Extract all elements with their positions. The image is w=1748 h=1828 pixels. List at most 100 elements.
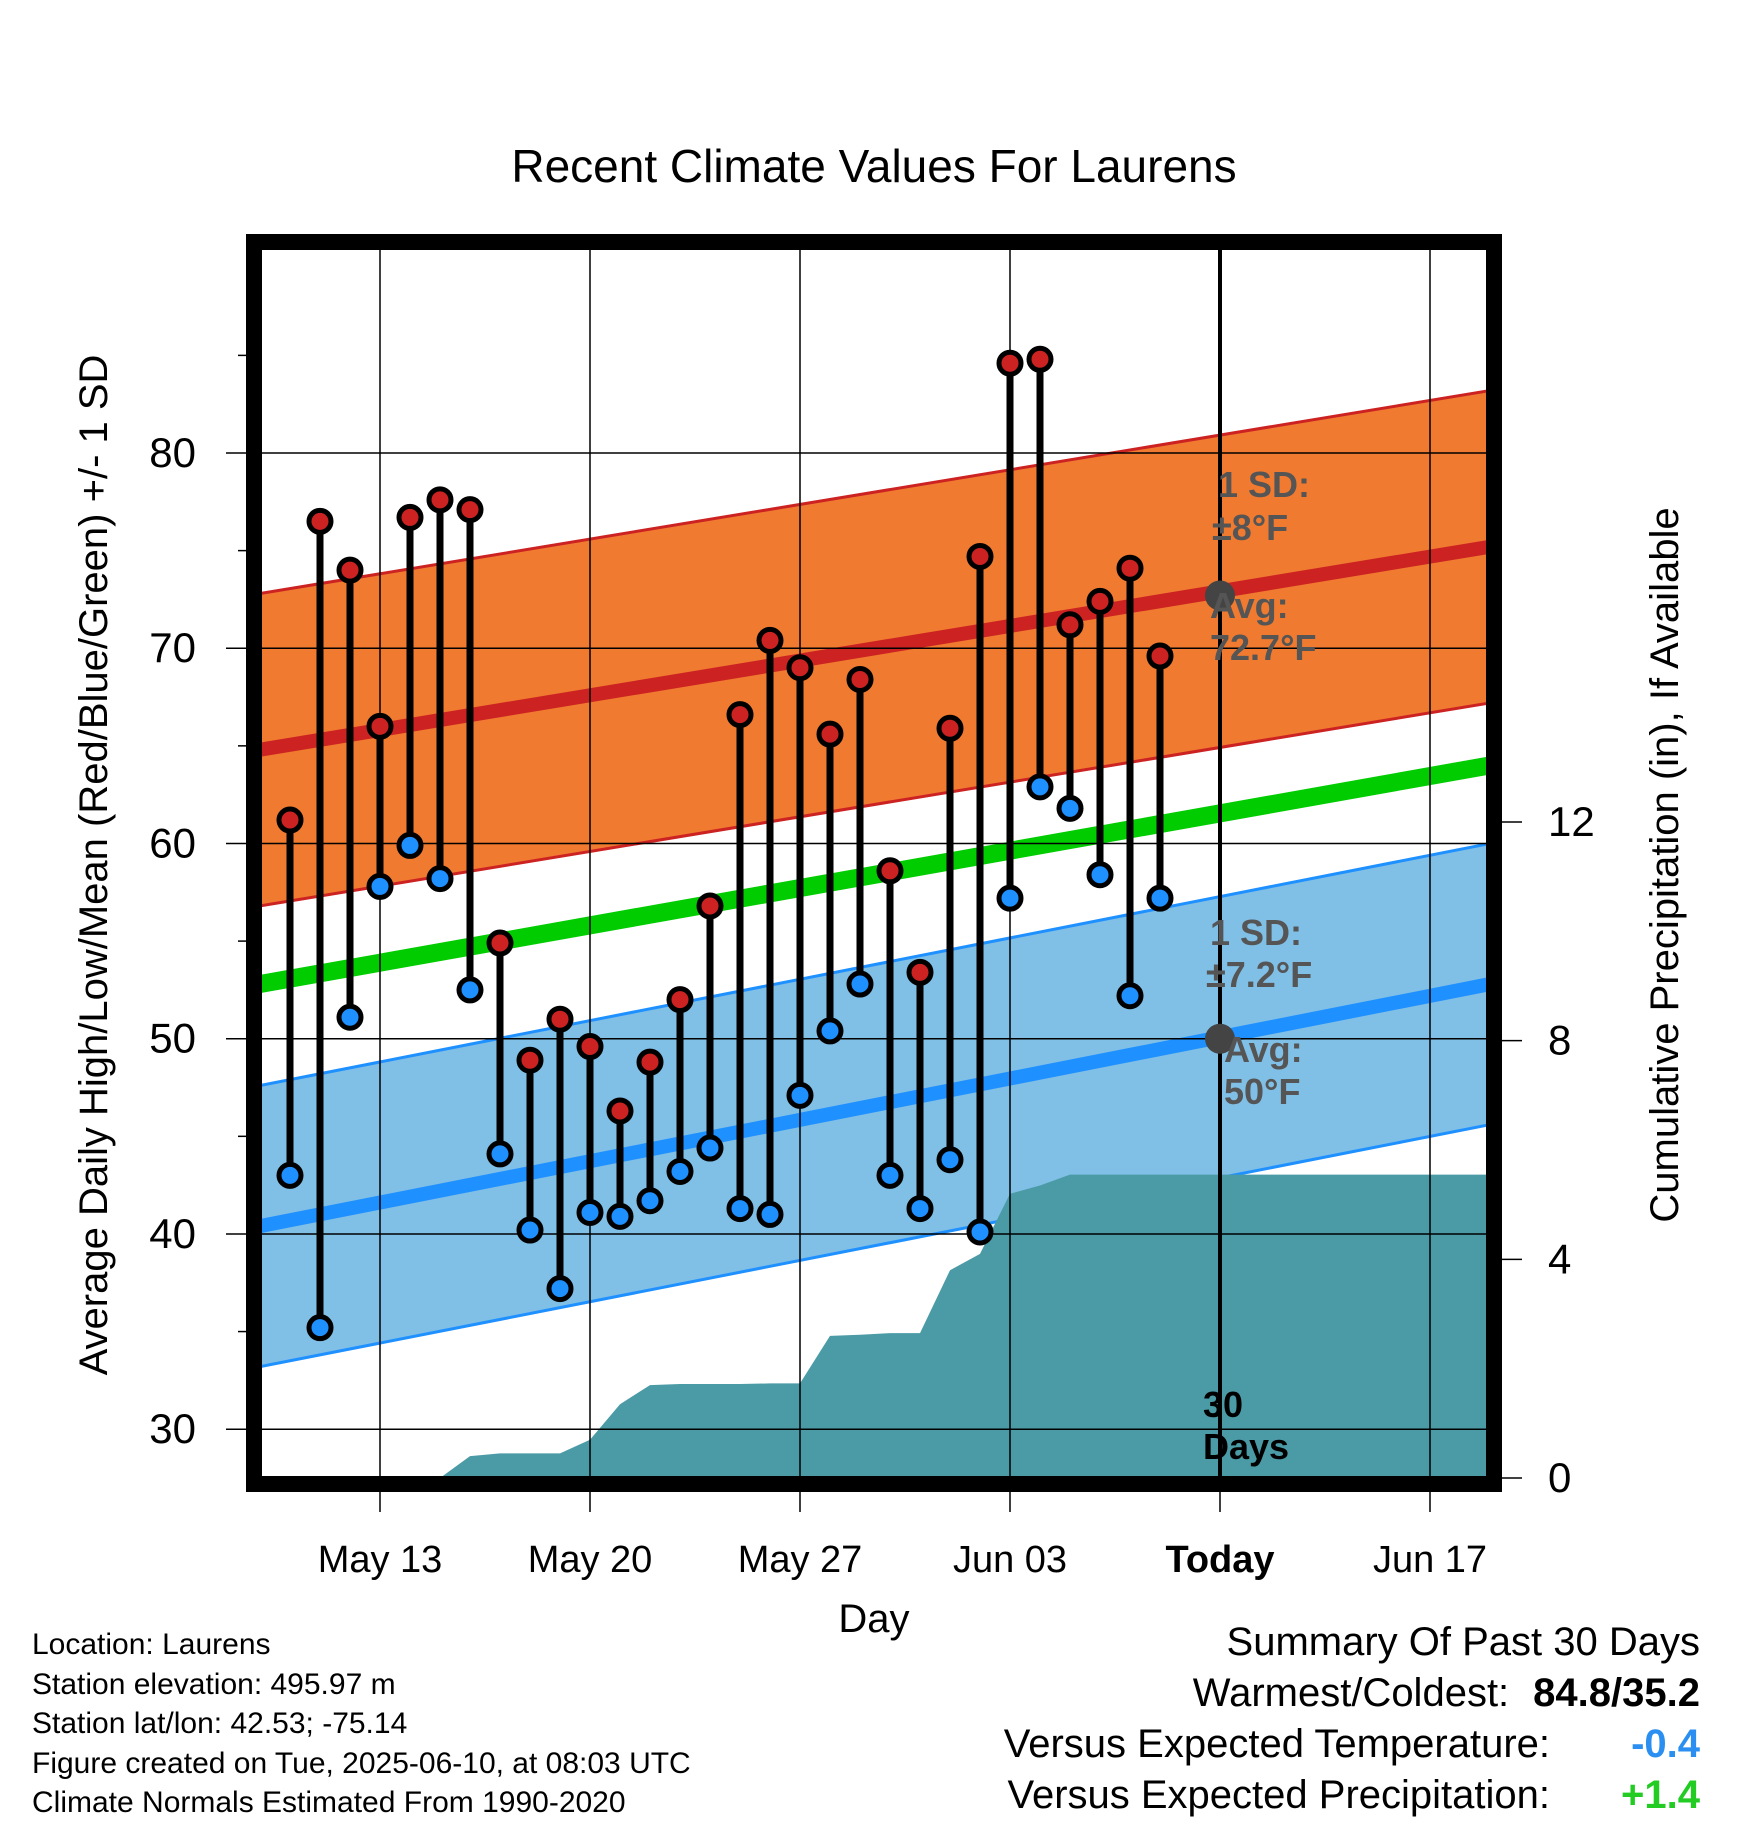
high-point-15: [726, 701, 754, 729]
warm-cold-label: Warmest/Coldest:: [1192, 1671, 1510, 1715]
high-point-27: [1086, 587, 1114, 615]
low-point-22: [936, 1146, 964, 1174]
high-sd-label: 1 SD:: [1218, 464, 1310, 505]
temp-label: Versus Expected Temperature:: [1003, 1722, 1550, 1766]
x-tick-label-5: Jun 17: [1373, 1539, 1487, 1581]
normal-low-band-lower: [260, 1123, 1488, 1369]
y-tick-label-30: 30: [149, 1405, 196, 1452]
x-tick-label-4: Today: [1165, 1539, 1274, 1581]
x-axis-label: Day: [838, 1597, 909, 1641]
low-point-11: [606, 1202, 634, 1230]
low-point-2: [336, 1003, 364, 1031]
high-point-22: [936, 714, 964, 742]
low-point-26: [1056, 794, 1084, 822]
created-text: Figure created on Tue, 2025-06-10, at 08…: [32, 1746, 691, 1780]
low-point-12: [636, 1187, 664, 1215]
chart-title: Recent Climate Values For Laurens: [511, 140, 1236, 192]
plot-frame: [246, 234, 1502, 1492]
y2-tick-label-8: 8: [1548, 1017, 1571, 1064]
low-point-27: [1086, 861, 1114, 889]
y-tick-label-70: 70: [149, 624, 196, 671]
y2-tick-label-12: 12: [1548, 798, 1595, 845]
low-point-20: [876, 1161, 904, 1189]
low-point-8: [516, 1216, 544, 1244]
normal-low-band-upper: [260, 842, 1488, 1088]
high-point-3: [366, 712, 394, 740]
x-tick-label-0: May 13: [318, 1539, 443, 1581]
x-tick-label-2: May 27: [738, 1539, 863, 1581]
precip-label: Versus Expected Precipitation:: [1007, 1773, 1550, 1817]
low-point-15: [726, 1195, 754, 1223]
y-tick-label-40: 40: [149, 1210, 196, 1257]
low-sd-value: ±7.2°F: [1206, 954, 1312, 995]
high-point-0: [276, 806, 304, 834]
low-sd-label: 1 SD:: [1210, 912, 1302, 953]
low-point-23: [966, 1218, 994, 1246]
y2-axis-label: Cumulative Precipitation (in), If Availa…: [1643, 507, 1687, 1222]
high-point-1: [306, 507, 334, 535]
y-tick-label-60: 60: [149, 819, 196, 866]
low-point-7: [486, 1140, 514, 1168]
high-point-2: [336, 556, 364, 584]
low-point-17: [786, 1081, 814, 1109]
low-point-21: [906, 1195, 934, 1223]
high-point-17: [786, 654, 814, 682]
high-avg-label: Avg:: [1210, 585, 1289, 626]
today-low-avg-marker: [1205, 1023, 1235, 1054]
low-point-9: [546, 1275, 574, 1303]
low-point-18: [816, 1017, 844, 1045]
high-point-10: [576, 1033, 604, 1061]
low-point-5: [426, 865, 454, 893]
temp-row: Versus Expected Temperature: -0.4: [1004, 1719, 1700, 1770]
warm-cold-value: 84.8/35.2: [1533, 1671, 1700, 1715]
low-point-28: [1116, 982, 1144, 1010]
high-point-29: [1146, 642, 1174, 670]
low-point-14: [696, 1134, 724, 1162]
high-point-4: [396, 503, 424, 531]
high-point-9: [546, 1005, 574, 1033]
high-sd-value: ±8°F: [1212, 507, 1288, 548]
high-point-5: [426, 486, 454, 514]
low-point-19: [846, 970, 874, 998]
days-count-label: 30: [1203, 1384, 1243, 1425]
low-avg-label: Avg:: [1224, 1029, 1303, 1070]
y2-tick-label-0: 0: [1548, 1454, 1571, 1501]
low-point-24: [996, 884, 1024, 912]
location-text: Location: Laurens: [32, 1628, 271, 1661]
y-tick-label-80: 80: [149, 429, 196, 476]
high-point-26: [1056, 611, 1084, 639]
days-text-label: Days: [1203, 1426, 1289, 1467]
latlon-text: Station lat/lon: 42.53; -75.14: [32, 1707, 408, 1740]
high-point-6: [456, 496, 484, 524]
summary-panel: Summary Of Past 30 Days Warmest/Coldest:…: [1004, 1617, 1700, 1821]
high-point-14: [696, 892, 724, 920]
high-point-20: [876, 857, 904, 885]
normal-mean-line: [260, 756, 1488, 993]
low-point-1: [306, 1314, 334, 1342]
today-high-avg-marker: [1205, 580, 1235, 611]
high-point-7: [486, 929, 514, 957]
elevation-text: Station elevation: 495.97 m: [32, 1667, 396, 1701]
precip-value: +1.4: [1621, 1773, 1700, 1817]
low-point-13: [666, 1157, 694, 1185]
precip-area: [290, 1174, 1488, 1478]
x-tick-label-1: May 20: [528, 1539, 653, 1581]
high-avg-value: 72.7°F: [1210, 627, 1316, 668]
high-point-13: [666, 986, 694, 1014]
low-avg-value: 50°F: [1224, 1071, 1300, 1112]
warm-cold-row: Warmest/Coldest: 84.8/35.2: [1004, 1668, 1700, 1719]
high-point-18: [816, 720, 844, 748]
high-point-12: [636, 1048, 664, 1076]
low-point-0: [276, 1161, 304, 1189]
high-point-16: [756, 626, 784, 654]
low-point-10: [576, 1198, 604, 1226]
x-tick-label-3: Jun 03: [953, 1539, 1067, 1581]
y-axis-label: Average Daily High/Low/Mean (Red/Blue/Gr…: [72, 355, 116, 1376]
high-point-8: [516, 1046, 544, 1074]
normal-high-band-upper: [260, 389, 1488, 596]
low-point-4: [396, 831, 424, 859]
y-tick-label-50: 50: [149, 1015, 196, 1062]
low-point-29: [1146, 884, 1174, 912]
